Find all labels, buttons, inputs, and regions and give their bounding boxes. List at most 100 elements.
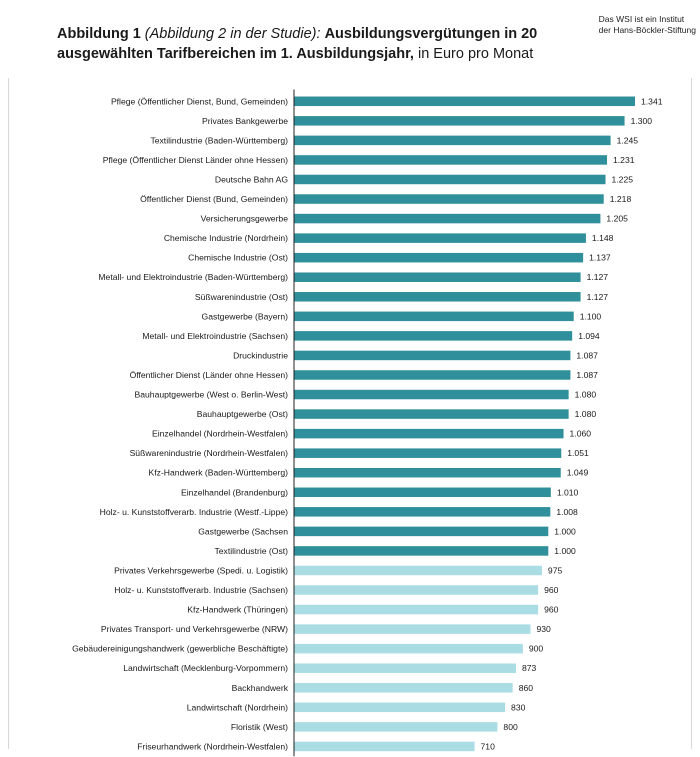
value-label: 710: [481, 741, 496, 751]
category-label: Bauhauptgewerbe (West o. Berlin-West): [135, 390, 289, 400]
category-label: Kfz-Handwerk (Thüringen): [187, 605, 288, 615]
bar: [294, 272, 581, 282]
source-note-line1: Das WSI ist ein Institut: [598, 14, 685, 24]
value-label: 960: [544, 585, 559, 595]
bar: [294, 331, 573, 341]
bar: [294, 428, 564, 439]
category-label: Einzelhandel (Nordrhein-Westfalen): [152, 429, 288, 439]
value-labels: 1.341 1.300 1.245 1.231 1.225 1.218 1.205 1.148…: [481, 96, 663, 751]
bar: [294, 135, 611, 146]
category-label: Textilindustrie (Ost): [214, 546, 288, 556]
value-label: 1.127: [587, 272, 609, 282]
source-note-line2: der Hans-Böckler-Stiftung: [598, 24, 696, 35]
value-label: 960: [544, 605, 559, 615]
bar: [294, 213, 601, 224]
bar: [294, 741, 475, 752]
value-label: 1.087: [576, 370, 598, 380]
category-label: Bauhauptgewerbe (Ost): [197, 409, 288, 419]
bar: [294, 546, 549, 556]
value-label: 1.300: [631, 116, 653, 126]
value-label: 900: [529, 644, 544, 654]
value-label: 873: [522, 663, 537, 673]
category-label: Öffentlicher Dienst (Länder ohne Hessen): [130, 370, 289, 380]
value-label: 975: [548, 565, 563, 575]
category-label: Metall- und Elektroindustrie (Baden-Würt…: [98, 272, 288, 282]
category-label: Einzelhandel (Brandenburg): [181, 487, 288, 497]
category-label: Landwirtschaft (Mecklenburg-Vorpommern): [123, 663, 288, 673]
value-label: 800: [503, 722, 518, 732]
category-label: Textilindustrie (Baden-Württemberg): [150, 135, 288, 145]
value-label: 1.100: [580, 311, 602, 321]
value-label: 930: [536, 624, 551, 634]
bar: [294, 722, 498, 732]
category-label: Privates Bankgewerbe: [202, 116, 288, 126]
category-label: Holz- u. Kunststoffverarb. Industrie (Sa…: [114, 585, 288, 595]
bar: [294, 702, 506, 713]
title-main: Ausbildungsvergütungen in 20 ausgewählte…: [57, 26, 538, 62]
bar: [294, 350, 571, 361]
bar: [294, 663, 516, 673]
bar: [294, 409, 569, 419]
category-label: Süßwarenindustrie (Ost): [195, 292, 288, 302]
bar: [294, 467, 561, 478]
value-label: 1.245: [617, 135, 639, 145]
value-label: 1.231: [613, 155, 635, 165]
category-label: Chemische Industrie (Ost): [188, 253, 288, 263]
value-label: 1.051: [567, 448, 589, 458]
value-label: 1.341: [641, 96, 663, 106]
category-label: Kfz-Handwerk (Baden-Württemberg): [149, 468, 289, 478]
category-label: Druckindustrie: [233, 350, 288, 360]
value-label: 830: [511, 702, 526, 712]
category-label: Öffentlicher Dienst (Bund, Gemeinden): [140, 194, 288, 204]
category-label: Gastgewerbe (Bayern): [202, 311, 289, 321]
bar: [294, 683, 513, 693]
value-label: 1.127: [587, 292, 609, 302]
bar: [294, 292, 581, 302]
bar: [294, 389, 569, 400]
category-label: Pflege (Öffentlicher Dienst, Bund, Gemei…: [111, 96, 288, 106]
source-note: Das WSI ist ein Institut der Hans-Böckle…: [599, 14, 696, 35]
bar: [294, 174, 606, 185]
category-label: Gebäudereinigungshandwerk (gewerbliche B…: [72, 644, 288, 654]
category-label: Metall- und Elektroindustrie (Sachsen): [142, 331, 288, 341]
bar: [294, 448, 562, 458]
bar: [294, 487, 551, 498]
category-label: Floristik (West): [231, 722, 288, 732]
category-label: Pflege (Öffentlicher Dienst Länder ohne …: [103, 155, 288, 165]
bar: [294, 604, 539, 615]
figure-number: Abbildung 1: [57, 26, 141, 42]
category-label: Privates Transport- und Verkehrsgewerbe …: [101, 624, 288, 634]
bar: [294, 370, 571, 380]
bar: [294, 565, 542, 576]
bars: [294, 96, 635, 752]
bar: [294, 96, 635, 107]
value-label: 1.080: [575, 390, 597, 400]
bar: [294, 643, 523, 654]
bar: [294, 116, 625, 126]
category-label: Versicherungsgewerbe: [201, 214, 289, 224]
value-label: 1.218: [610, 194, 632, 204]
bar: [294, 585, 539, 595]
category-label: Backhandwerk: [232, 683, 289, 693]
value-label: 1.087: [576, 350, 598, 360]
category-label: Deutsche Bahn AG: [215, 174, 288, 184]
value-label: 1.137: [589, 253, 611, 263]
bar: [294, 194, 604, 204]
value-label: 1.080: [575, 409, 597, 419]
category-labels: Pflege (Öffentlicher Dienst, Bund, Gemei…: [72, 96, 289, 751]
category-label: Friseurhandwerk (Nordrhein-Westfalen): [137, 741, 288, 751]
value-label: 1.205: [606, 214, 628, 224]
value-label: 1.148: [592, 233, 614, 243]
value-label: 1.008: [556, 507, 578, 517]
value-label: 1.010: [557, 487, 579, 497]
bar: [294, 252, 584, 263]
value-label: 1.094: [578, 331, 600, 341]
category-label: Gastgewerbe (Sachsen: [198, 526, 288, 536]
bar: [294, 624, 531, 634]
bar: [294, 311, 574, 322]
bar: [294, 526, 549, 537]
bar: [294, 507, 551, 517]
category-label: Holz- u. Kunststoffverarb. Industrie (We…: [100, 507, 288, 517]
category-label: Chemische Industrie (Nordrhein): [164, 233, 288, 243]
